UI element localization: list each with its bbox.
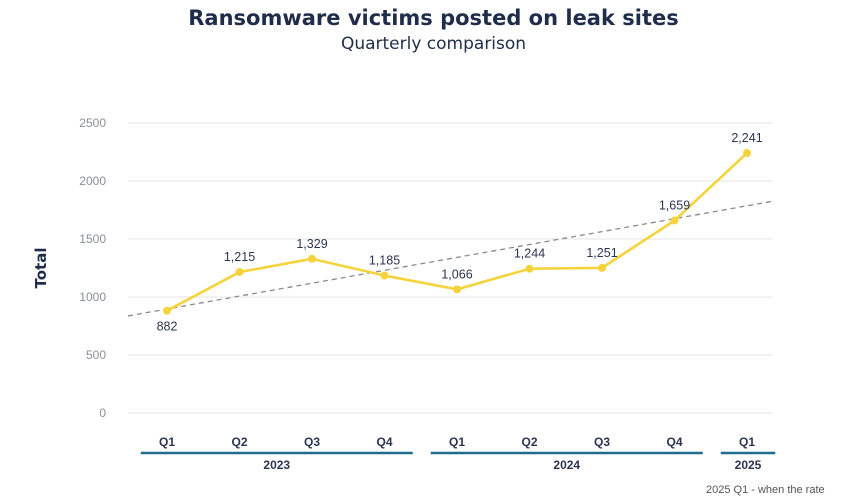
data-label: 1,659: [659, 199, 690, 213]
data-label: 2,241: [731, 131, 762, 145]
chart-subtitle: Quarterly comparison: [340, 34, 527, 54]
y-tick-label: 1500: [79, 232, 106, 246]
data-point: [163, 306, 171, 315]
x-tick-label: Q3: [304, 435, 320, 449]
data-label: 1,215: [224, 250, 255, 264]
data-label: 1,251: [586, 246, 617, 260]
y-tick-label: 500: [86, 348, 106, 362]
x-tick-label: Q4: [666, 435, 682, 449]
x-tick-label: Q1: [159, 435, 175, 449]
data-point: [598, 263, 606, 272]
data-label: 882: [157, 320, 178, 334]
y-axis-label: Total: [32, 248, 50, 289]
data-point: [235, 268, 244, 277]
x-tick-label: Q1: [739, 435, 755, 449]
data-label: 1,066: [441, 267, 472, 281]
data-label: 1,329: [296, 237, 327, 251]
footnote: 2025 Q1 - when the rate: [706, 484, 825, 496]
group-label: 2024: [553, 458, 580, 472]
y-tick-label: 1000: [79, 290, 106, 304]
y-tick-label: 0: [99, 406, 106, 420]
trend-line: [127, 200, 773, 317]
group-label: 2025: [735, 458, 762, 472]
data-point: [743, 149, 751, 158]
data-point: [670, 216, 679, 225]
group-label: 2023: [263, 458, 290, 472]
data-label: 1,244: [514, 247, 545, 261]
data-point: [380, 271, 389, 280]
data-label: 1,185: [369, 254, 400, 268]
chart-title: Ransomware victims posted on leak sites: [188, 6, 679, 30]
data-point: [453, 285, 461, 294]
y-tick-label: 2500: [79, 116, 106, 130]
x-tick-label: Q1: [449, 435, 465, 449]
y-tick-label: 2000: [79, 174, 106, 188]
data-point: [308, 254, 316, 263]
x-tick-label: Q3: [594, 435, 610, 449]
x-tick-label: Q2: [231, 435, 247, 449]
data-point: [525, 264, 534, 273]
x-tick-label: Q2: [521, 435, 537, 449]
x-tick-label: Q4: [376, 435, 392, 449]
